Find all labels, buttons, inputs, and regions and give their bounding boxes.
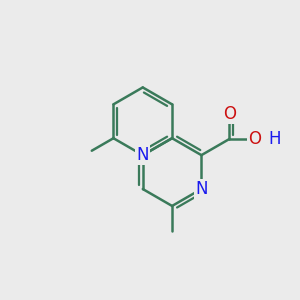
Text: N: N [195,180,208,198]
Text: O: O [248,130,261,148]
Text: H: H [269,130,281,148]
Text: O: O [223,105,236,123]
Text: N: N [136,146,149,164]
